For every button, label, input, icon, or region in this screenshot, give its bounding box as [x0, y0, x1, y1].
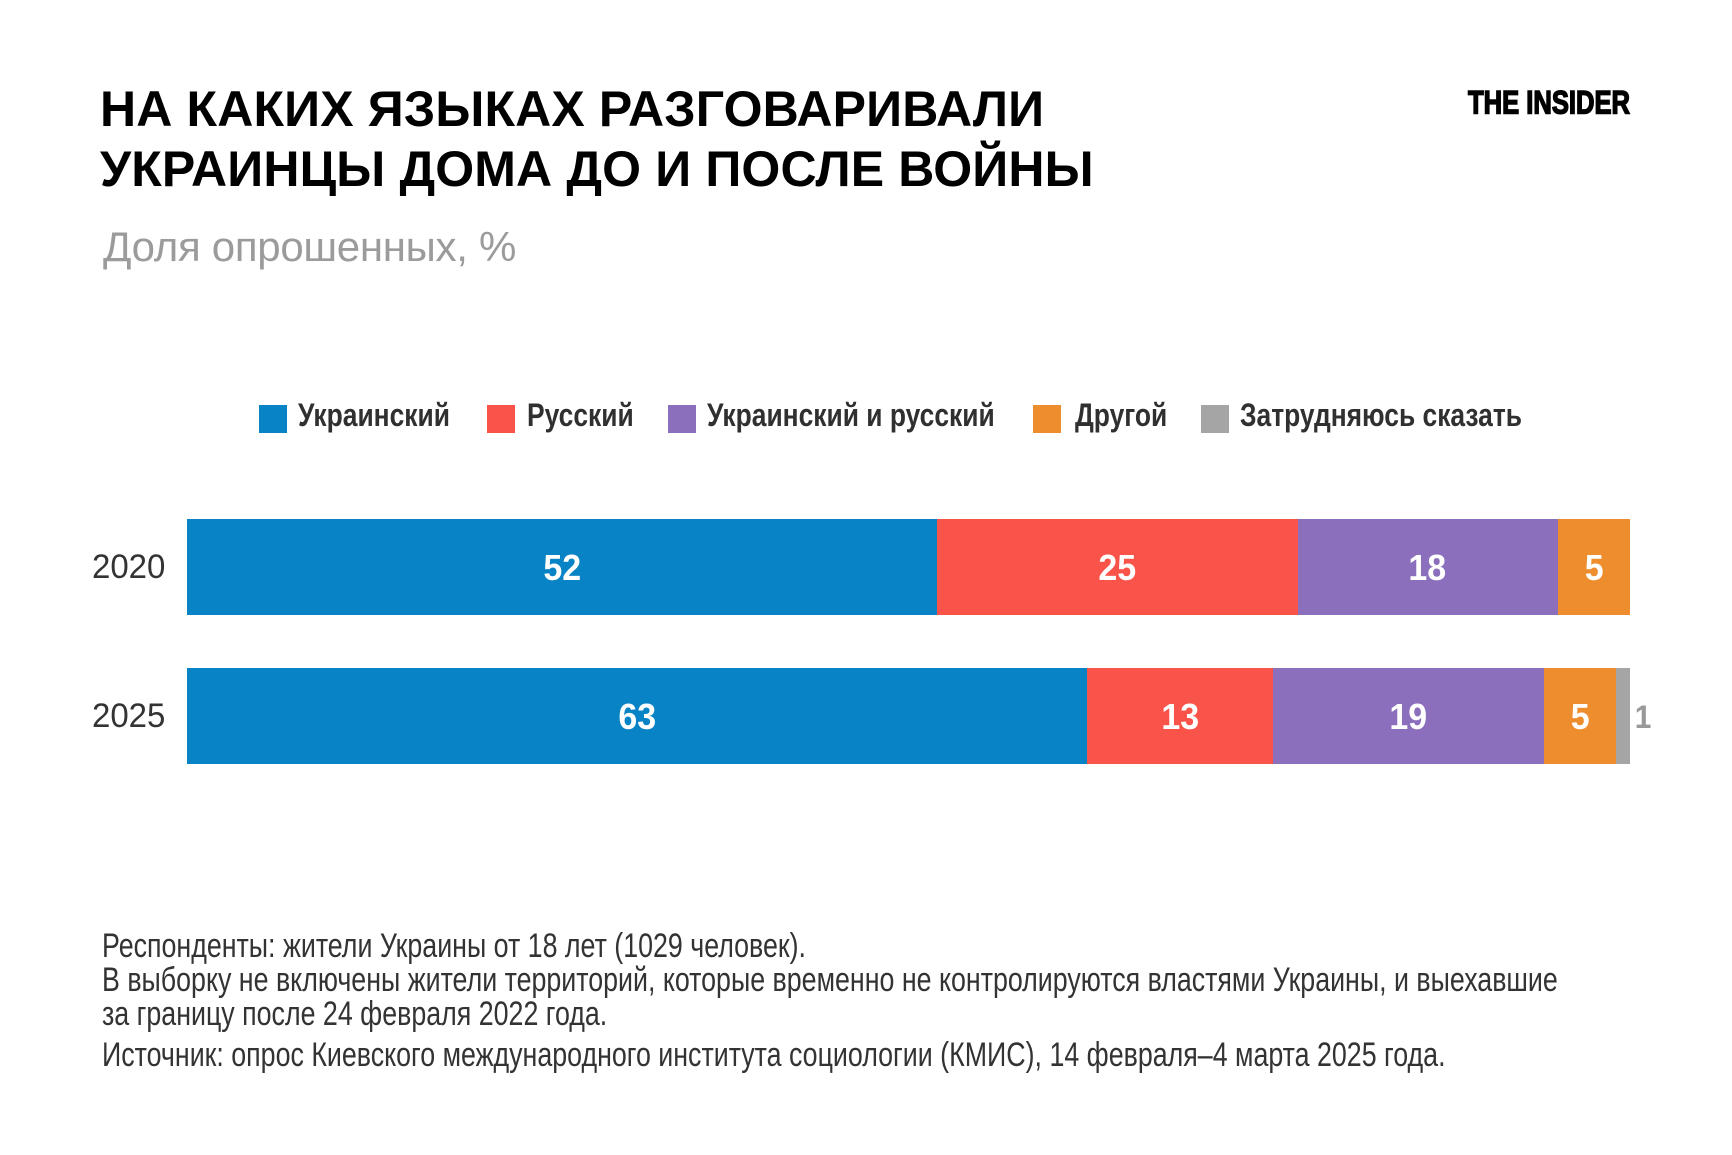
svg-text:THE INSIDER: THE INSIDER — [1468, 85, 1630, 121]
